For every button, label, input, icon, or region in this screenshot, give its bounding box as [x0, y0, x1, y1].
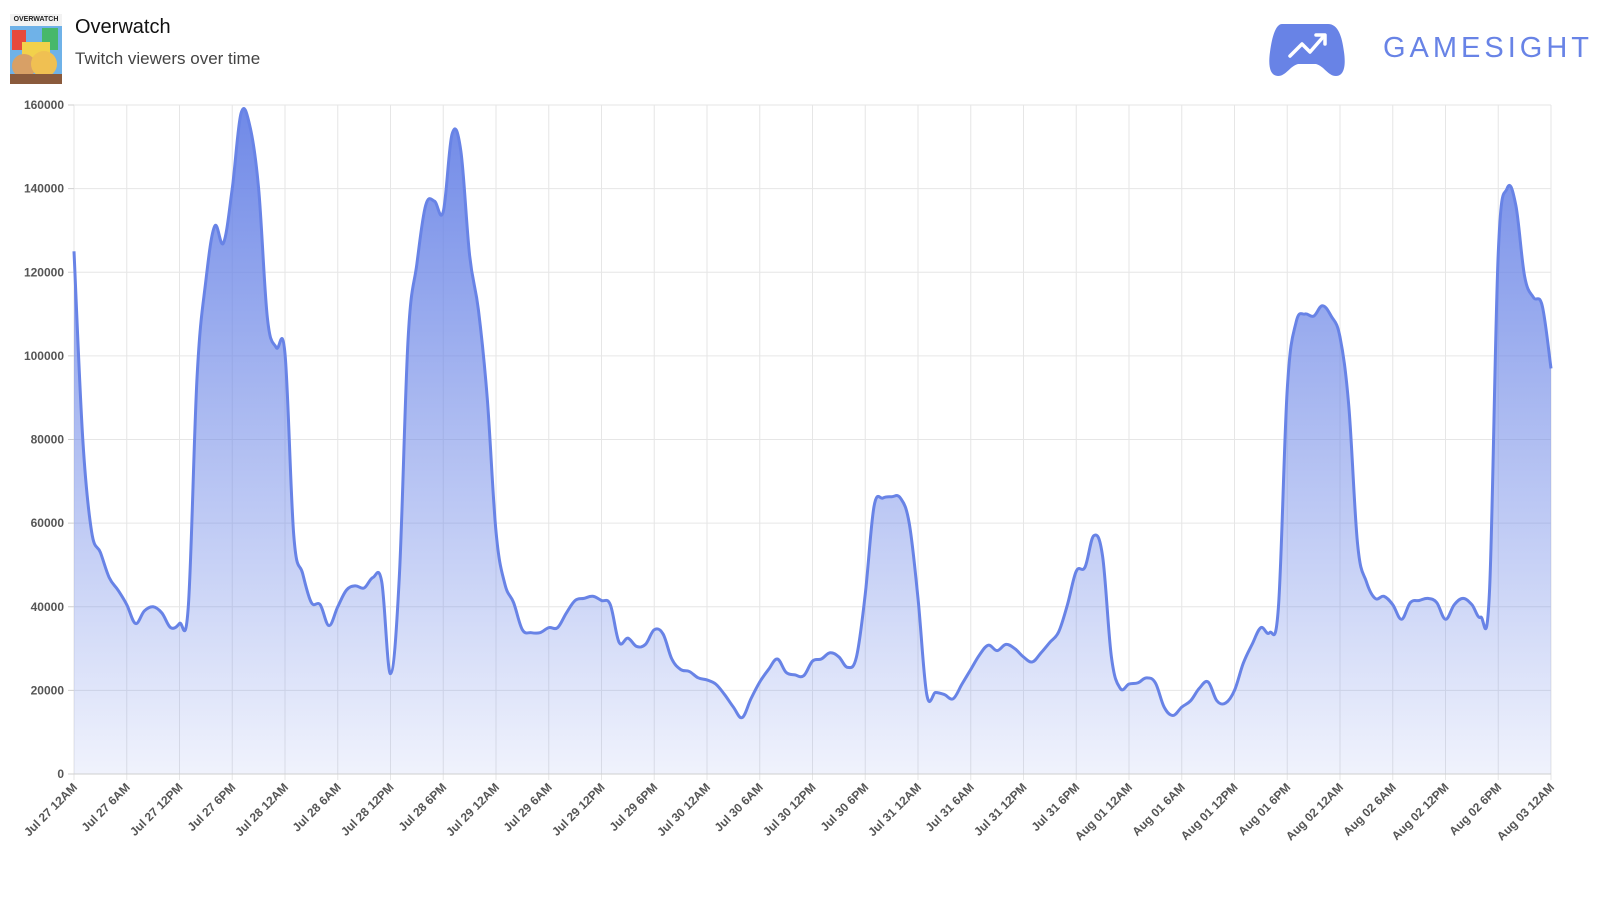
- x-tick-label: Aug 02 6PM: [1446, 780, 1504, 838]
- x-tick-label: Aug 01 6AM: [1129, 780, 1187, 838]
- y-tick-label: 20000: [31, 683, 65, 697]
- x-tick-label: Jul 28 12AM: [232, 780, 291, 839]
- x-tick-label: Jul 30 12PM: [760, 780, 818, 838]
- x-tick-label: Jul 31 6AM: [923, 780, 977, 834]
- x-tick-label: Jul 30 12AM: [654, 780, 713, 839]
- x-tick-label: Jul 29 12PM: [549, 780, 607, 838]
- y-tick-label: 80000: [31, 433, 65, 447]
- gamepad-icon: [1269, 24, 1345, 76]
- y-tick-label: 120000: [24, 265, 64, 279]
- y-axis-ticks: 0 20000 40000 60000 80000 100000 120000 140000 1…: [24, 98, 74, 781]
- y-tick-label: 40000: [31, 600, 65, 614]
- viewers-line: [72, 107, 1553, 720]
- y-tick-label: 160000: [24, 98, 64, 112]
- viewers-area-chart: 0 20000 40000 60000 80000 100000 120000 140000 1…: [21, 98, 1557, 843]
- x-tick-label: Jul 30 6AM: [712, 780, 766, 834]
- x-tick-label: Jul 27 6PM: [185, 780, 239, 834]
- x-tick-label: Jul 29 6PM: [607, 780, 661, 834]
- x-tick-label: Jul 27 6AM: [79, 780, 133, 834]
- x-tick-label: Aug 02 6AM: [1340, 780, 1398, 838]
- game-art-label: OVERWATCH: [14, 16, 59, 23]
- x-tick-label: Jul 29 6AM: [501, 780, 555, 834]
- x-tick-label: Jul 28 12PM: [338, 780, 396, 838]
- x-tick-label: Aug 01 6PM: [1235, 780, 1293, 838]
- game-cover-art: OVERWATCH: [10, 14, 62, 84]
- y-tick-label: 140000: [24, 182, 64, 196]
- game-cover-image: OVERWATCH: [10, 14, 62, 84]
- viewers-area-fill: [74, 108, 1551, 775]
- chart-subtitle: Twitch viewers over time: [75, 49, 261, 68]
- x-tick-label: Jul 31 6PM: [1029, 780, 1083, 834]
- x-tick-label: Jul 31 12AM: [865, 780, 924, 839]
- y-tick-label: 100000: [24, 349, 64, 363]
- x-tick-label: Jul 28 6PM: [396, 780, 450, 834]
- game-title: Overwatch: [75, 16, 171, 38]
- gamesight-logo[interactable]: GAMESIGHT: [1268, 22, 1589, 78]
- y-tick-label: 0: [57, 767, 64, 781]
- y-tick-label: 60000: [31, 516, 65, 530]
- x-tick-label: Jul 27 12PM: [127, 780, 185, 838]
- brand-name: GAMESIGHT: [1383, 32, 1594, 64]
- x-tick-label: Jul 28 6AM: [290, 780, 344, 834]
- x-tick-label: Jul 31 12PM: [971, 780, 1029, 838]
- x-tick-label: Jul 27 12AM: [21, 780, 80, 839]
- header: OVERWATCH Overwatch Twitch viewers over …: [0, 0, 1600, 95]
- x-tick-label: Jul 30 6PM: [818, 780, 872, 834]
- x-tick-label: Jul 29 12AM: [443, 780, 502, 839]
